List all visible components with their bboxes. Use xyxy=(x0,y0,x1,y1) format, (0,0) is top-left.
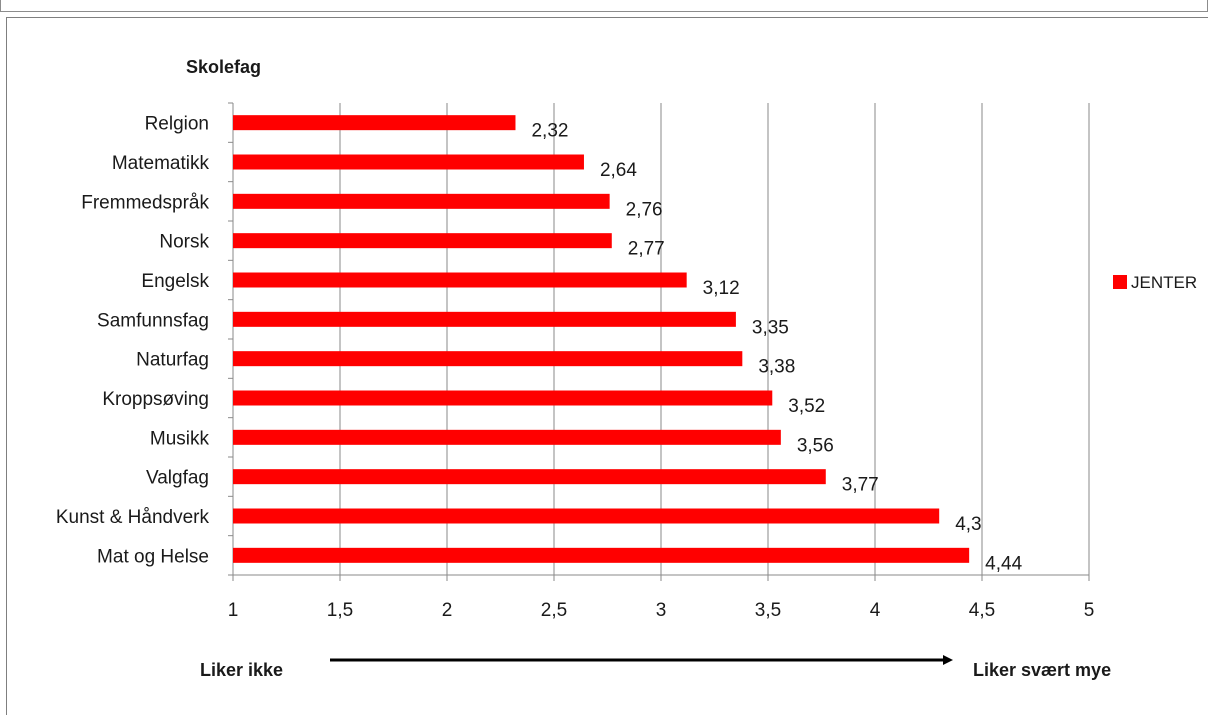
value-label: 3,38 xyxy=(758,357,795,378)
category-label: Musikk xyxy=(150,428,210,449)
x-tick-label: 4,5 xyxy=(969,600,995,621)
bars xyxy=(233,115,970,563)
category-label: Norsk xyxy=(159,232,209,253)
x-tick-label: 1 xyxy=(228,600,239,621)
value-label: 2,64 xyxy=(600,160,637,181)
value-label: 3,77 xyxy=(842,475,879,496)
category-label: Matematikk xyxy=(112,153,210,174)
value-label: 2,32 xyxy=(531,121,568,142)
bar xyxy=(233,351,743,367)
axes xyxy=(228,102,1090,581)
bar xyxy=(233,429,781,445)
bar xyxy=(233,233,612,249)
legend-swatch xyxy=(1113,275,1127,289)
value-label: 3,35 xyxy=(752,317,789,338)
value-label: 4,3 xyxy=(955,514,981,535)
x-tick-label: 2 xyxy=(442,600,453,621)
x-tick-label: 1,5 xyxy=(327,600,353,621)
bar xyxy=(233,469,826,485)
bar xyxy=(233,311,736,327)
value-label: 3,56 xyxy=(797,435,834,456)
category-label: Samfunnsfag xyxy=(97,310,209,331)
category-label: Relgion xyxy=(145,114,209,135)
value-label: 3,12 xyxy=(703,278,740,299)
y-axis-title: Skolefag xyxy=(186,57,261,77)
bar xyxy=(233,193,610,209)
scale-annotation: Liker ikke Liker svært mye xyxy=(200,655,1111,680)
x-tick-label: 3 xyxy=(656,600,667,621)
category-label: Engelsk xyxy=(141,271,209,292)
value-labels: 2,32 2,64 2,76 2,77 3,12 3,35 3,38 3,52 3,56 3,77… xyxy=(531,121,1022,575)
category-label: Fremmedspråk xyxy=(81,192,209,213)
value-label: 3,52 xyxy=(788,396,825,417)
category-labels: Relgion Matematikk Fremmedspråk Norsk Engels… xyxy=(56,114,210,568)
bar xyxy=(233,272,687,288)
bar xyxy=(233,154,584,170)
bar xyxy=(233,115,516,131)
scale-left-label: Liker ikke xyxy=(200,660,283,680)
scale-right-label: Liker svært mye xyxy=(973,660,1111,680)
category-label: Kunst & Håndverk xyxy=(56,507,210,528)
category-label: Kroppsøving xyxy=(102,389,209,410)
legend: JENTER xyxy=(1113,273,1197,292)
bar xyxy=(233,547,970,563)
x-tick-labels: 1 1,5 2 2,5 3 3,5 4 4,5 5 xyxy=(228,600,1095,621)
category-label: Valgfag xyxy=(146,468,209,489)
value-label: 2,77 xyxy=(628,239,665,260)
x-tick-label: 3,5 xyxy=(755,600,781,621)
category-label: Mat og Helse xyxy=(97,546,209,567)
bar xyxy=(233,508,940,524)
legend-label: JENTER xyxy=(1131,273,1197,292)
x-tick-label: 4 xyxy=(870,600,881,621)
gridlines xyxy=(339,103,1090,575)
bar xyxy=(233,390,773,406)
value-label: 4,44 xyxy=(985,553,1022,574)
x-tick-label: 2,5 xyxy=(541,600,567,621)
category-label: Naturfag xyxy=(136,350,209,371)
value-label: 2,76 xyxy=(626,199,663,220)
x-tick-label: 5 xyxy=(1084,600,1095,621)
